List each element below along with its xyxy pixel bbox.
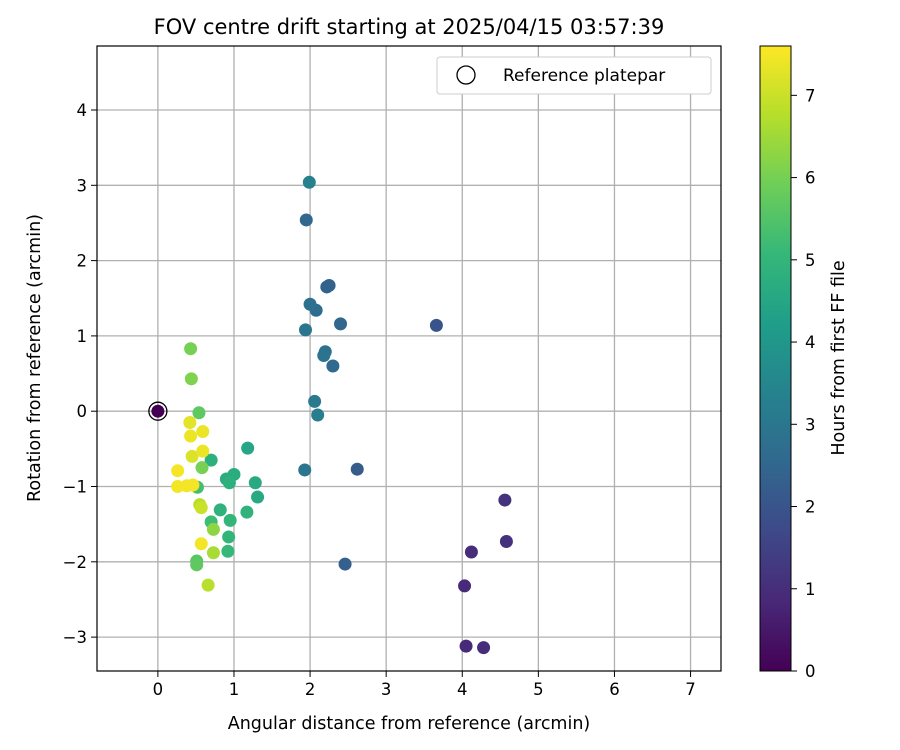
scatter-point: [194, 537, 208, 551]
colorbar-label: Hours from first FF file: [829, 260, 849, 455]
y-tick-label: −1: [63, 478, 87, 497]
scatter-point: [222, 530, 236, 544]
scatter-point: [222, 476, 236, 490]
colorbar-ticks: 0 1 2 3 4 5 6 7: [791, 86, 816, 681]
colorbar-gradient: [759, 45, 792, 672]
scatter-point: [184, 342, 198, 356]
y-tick-label: −2: [63, 553, 87, 572]
legend-box: [436, 56, 712, 95]
scatter-point: [459, 639, 473, 653]
x-tick-label: 4: [457, 680, 468, 699]
scatter-point: [201, 578, 215, 592]
scatter-point: [498, 493, 512, 507]
scatter-point: [204, 453, 218, 467]
colorbar-tick-label: 1: [805, 580, 816, 599]
scatter-point: [185, 449, 199, 463]
scatter-point: [183, 416, 197, 430]
legend: Reference platepar: [436, 56, 712, 95]
y-tick-label: 4: [77, 101, 88, 120]
scatter-point: [192, 406, 206, 420]
x-tick-label: 6: [609, 680, 620, 699]
scatter-point: [298, 463, 312, 477]
scatter-point: [499, 534, 513, 548]
colorbar-tick-label: 5: [805, 251, 816, 270]
scatter-point: [326, 359, 340, 373]
chart-title: FOV centre drift starting at 2025/04/15 …: [154, 15, 665, 39]
scatter-point: [303, 297, 317, 311]
y-tick-label: 0: [77, 402, 88, 421]
scatter-point: [311, 408, 325, 422]
x-tick-label: 1: [229, 680, 240, 699]
colorbar-tick-label: 3: [805, 415, 816, 434]
colorbar-tick-label: 6: [805, 169, 816, 188]
scatter-point: [223, 513, 237, 527]
y-tick-label: −3: [63, 628, 87, 647]
colorbar-tick-label: 7: [805, 86, 816, 105]
x-tick-label: 2: [305, 680, 316, 699]
scatter-point: [464, 545, 478, 559]
x-tick-label: 5: [533, 680, 544, 699]
scatter-point: [195, 461, 209, 475]
scatter-point: [350, 462, 364, 476]
colorbar-tick-label: 0: [805, 662, 816, 681]
plot-frame: [96, 45, 722, 672]
scatter-point: [184, 429, 198, 443]
scatter-point: [308, 394, 322, 408]
scatter-point: [206, 522, 220, 536]
scatter-point: [194, 501, 208, 515]
scatter-point: [458, 579, 472, 593]
x-tick-label: 7: [685, 680, 696, 699]
scatter-point: [302, 175, 316, 189]
scatter-point: [317, 348, 331, 362]
legend-label-reference: Reference platepar: [503, 66, 665, 86]
scatter-point: [240, 505, 254, 519]
scatter-point: [171, 464, 185, 478]
x-tick-label: 0: [153, 680, 164, 699]
colorbar: 0 1 2 3 4 5 6 7 Hours from first FF file: [759, 45, 849, 681]
x-axis-label: Angular distance from reference (arcmin): [228, 714, 591, 734]
x-axis-ticks: 0 1 2 3 4 5 6 7: [153, 671, 696, 699]
scatter-point: [334, 317, 348, 331]
scatter-point: [429, 318, 443, 332]
colorbar-tick-label: 4: [805, 333, 816, 352]
scatter-points: [148, 175, 513, 655]
scatter-point: [299, 323, 313, 337]
scatter-point: [196, 425, 210, 439]
colorbar-tick-label: 2: [805, 498, 816, 517]
x-tick-label: 3: [381, 680, 392, 699]
grid: [97, 46, 721, 671]
scatter-point: [151, 404, 165, 418]
y-tick-label: 2: [77, 252, 88, 271]
scatter-point: [184, 372, 198, 386]
scatter-point: [299, 213, 313, 227]
y-tick-label: 3: [77, 176, 88, 195]
scatter-point: [171, 480, 185, 494]
scatter-point: [338, 557, 352, 571]
scatter-point: [206, 546, 220, 560]
reference-platepar-marker: [148, 401, 168, 421]
legend-reference-marker: [456, 65, 476, 85]
scatter-point: [190, 558, 204, 572]
scatter-point: [241, 441, 255, 455]
scatter-point: [213, 503, 227, 517]
scatter-point: [248, 476, 262, 490]
scatter-point: [221, 544, 235, 558]
scatter-point: [251, 490, 265, 504]
scatter-point: [477, 641, 491, 655]
y-tick-label: 1: [77, 327, 88, 346]
scatter-point: [196, 444, 210, 458]
y-axis-ticks: −3 −2 −1 0 1 2 3 4: [63, 101, 97, 647]
y-axis-label: Rotation from reference (arcmin): [25, 214, 45, 502]
scatter-point: [322, 278, 336, 292]
